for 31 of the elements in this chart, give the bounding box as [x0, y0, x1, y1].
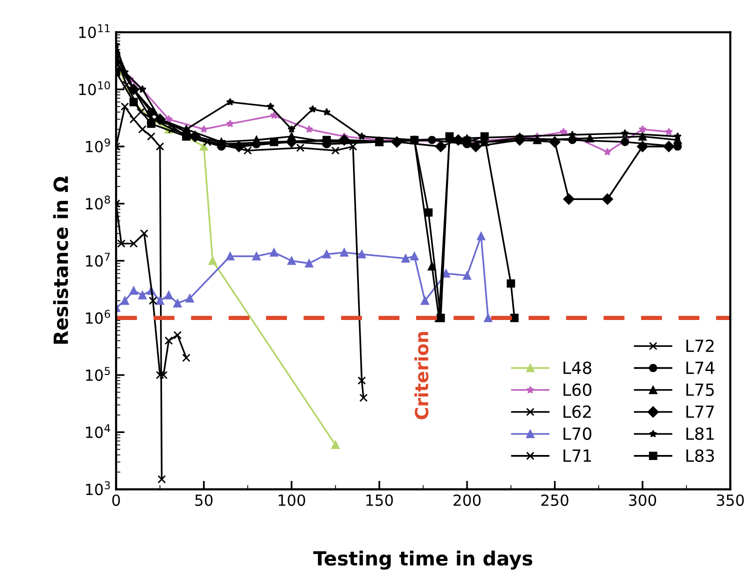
- x-tick-label: 250: [541, 494, 568, 506]
- ref-line-label: Criterion: [414, 332, 428, 420]
- legend-label: L70: [564, 427, 592, 440]
- legend-label: L77: [686, 406, 714, 418]
- legend-label: L71: [564, 450, 591, 462]
- legend-label: L75: [686, 384, 714, 396]
- legend-label: L83: [686, 449, 714, 462]
- legend-label: L72: [686, 340, 714, 352]
- x-tick-label: 350: [716, 494, 744, 506]
- x-axis-title: Testing time in days: [313, 550, 532, 570]
- y-tick-label: 10$^{3}$: [86, 481, 110, 496]
- y-tick-label: 10$^{6}$: [86, 310, 110, 324]
- legend-label: L62: [564, 405, 591, 418]
- y-tick-label: 10$^{8}$: [86, 196, 110, 210]
- x-tick-label: 200: [454, 494, 481, 506]
- x-tick-label: 150: [366, 494, 393, 506]
- x-tick-label: 100: [278, 494, 306, 506]
- y-tick-label: 10$^{4}$: [86, 424, 110, 438]
- y-tick-label: 10$^{5}$: [86, 367, 110, 381]
- legend-label: L81: [686, 427, 714, 440]
- y-tick-label: 10$^{10}$: [79, 81, 110, 96]
- y-tick-label: 10$^{11}$: [79, 24, 110, 38]
- legend-label: L60: [564, 383, 592, 396]
- x-tick-label: 0: [112, 494, 120, 506]
- y-tick-label: 10$^{9}$: [86, 138, 110, 152]
- x-tick-label: 300: [629, 494, 656, 506]
- y-tick-label: 10$^{7}$: [86, 252, 110, 267]
- legend-label: L48: [564, 361, 592, 374]
- x-tick-label: 50: [195, 494, 213, 506]
- legend-label: L74: [686, 362, 714, 374]
- y-axis-title: Resistance in Ω: [53, 176, 68, 344]
